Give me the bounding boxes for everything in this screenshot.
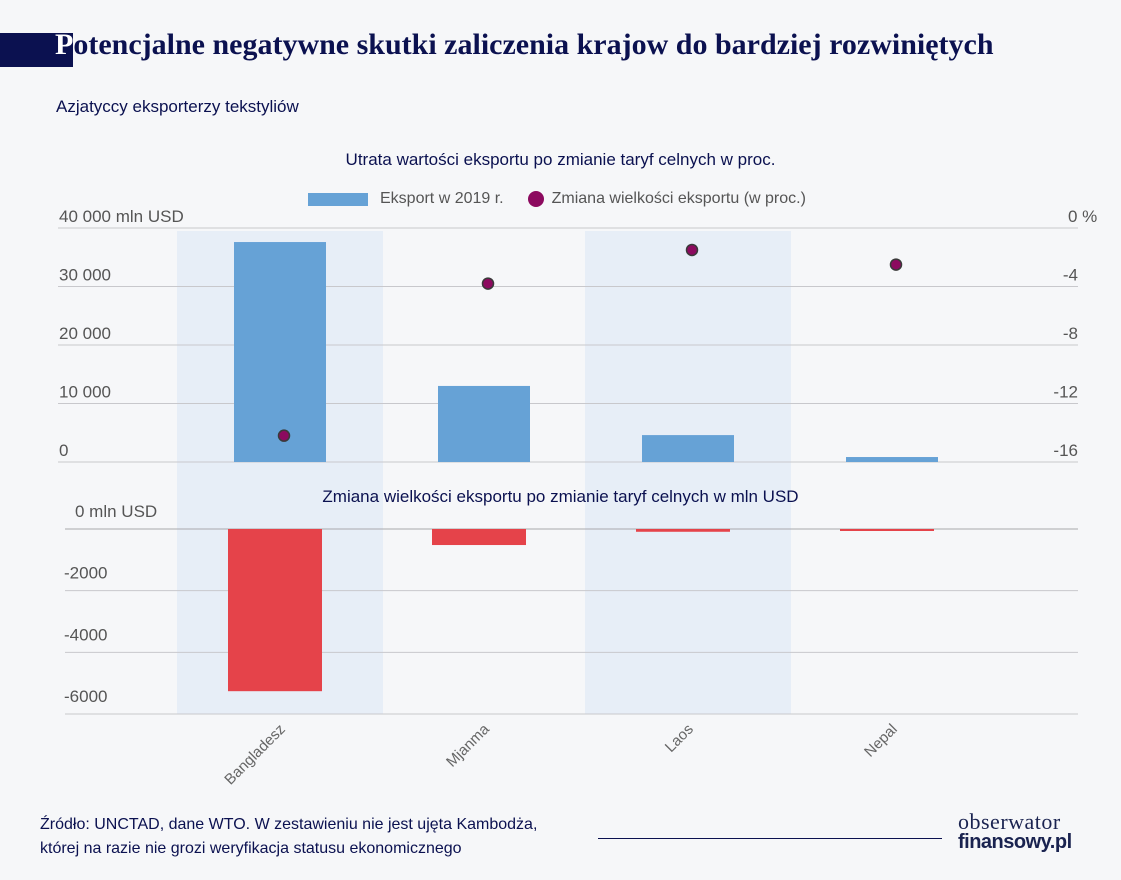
loss-bar-laos <box>636 529 730 532</box>
top-right-tick-label: -12 <box>1053 383 1078 402</box>
loss-bar-nepal <box>840 529 934 531</box>
export-bar-bangladesz <box>234 242 326 462</box>
bottom-chart-title: Zmiana wielkości eksportu po zmianie tar… <box>322 487 799 506</box>
source-line-1: Źródło: UNCTAD, dane WTO. W zestawieniu … <box>40 816 538 833</box>
legend-label-change: Zmiana wielkości eksportu (w proc.) <box>551 190 806 207</box>
top-left-tick-label: 30 000 <box>59 266 111 285</box>
bottom-tick-label: -2000 <box>64 564 107 583</box>
change-dot-bangladesz <box>277 429 291 442</box>
bottom-tick-label: 0 mln USD <box>75 502 157 521</box>
logo-line-1: obserwator <box>958 809 1061 834</box>
category-label-bangladesz: Bangladesz <box>221 721 288 788</box>
logo-line-2: finansowy.pl <box>958 831 1072 853</box>
title-text: otencjalne negatywne skutki zaliczenia k… <box>73 28 994 61</box>
legend-swatch-export <box>308 192 368 206</box>
top-right-tick-label: 0 % <box>1068 207 1097 226</box>
legend-dot-change <box>527 191 544 207</box>
change-dot-laos <box>685 243 699 257</box>
top-left-tick-label: 40 000 mln USD <box>59 207 184 226</box>
footer-divider <box>598 838 942 839</box>
bottom-tick-label: -4000 <box>64 625 107 644</box>
source-line-2: której na razie nie grozi weryfikacja st… <box>40 840 462 857</box>
export-bar-mjanma <box>438 385 530 462</box>
top-right-tick-label: -4 <box>1063 266 1078 285</box>
subtitle: Azjatyccy eksporterzy tekstyliów <box>56 97 299 116</box>
export-bar-laos <box>642 435 734 462</box>
logo[interactable]: obserwator finansowy.pl <box>958 809 1072 853</box>
category-band-laos <box>585 231 791 714</box>
change-dot-nepal <box>889 258 903 271</box>
bottom-tick-label: -6000 <box>64 687 107 706</box>
source-note: Źródło: UNCTAD, dane WTO. W zestawieniu … <box>40 813 537 861</box>
change-dot-mjanma <box>481 277 495 290</box>
top-left-tick-label: 10 000 <box>59 383 111 402</box>
top-chart-title: Utrata wartości eksportu po zmianie tary… <box>345 150 776 169</box>
top-left-tick-label: 0 <box>59 441 68 460</box>
title-first-letter: P <box>55 28 74 61</box>
top-right-tick-label: -16 <box>1053 441 1078 460</box>
legend: Eksport w 2019 r. Zmiana wielkości ekspo… <box>308 190 806 208</box>
loss-bar-bangladesz <box>228 529 322 692</box>
category-label-nepal: Nepal <box>861 721 901 761</box>
title-accent-block <box>0 33 73 67</box>
top-left-tick-label: 20 000 <box>59 324 111 343</box>
category-label-laos: Laos <box>662 721 697 756</box>
category-label-mjanma: Mjanma <box>443 720 493 770</box>
loss-bar-mjanma <box>432 529 526 546</box>
export-bar-nepal <box>846 457 938 462</box>
page-title: Potencjalne negatywne skutki zaliczenia … <box>55 28 994 62</box>
top-right-tick-label: -8 <box>1063 324 1078 343</box>
legend-label-export: Eksport w 2019 r. <box>380 190 504 207</box>
